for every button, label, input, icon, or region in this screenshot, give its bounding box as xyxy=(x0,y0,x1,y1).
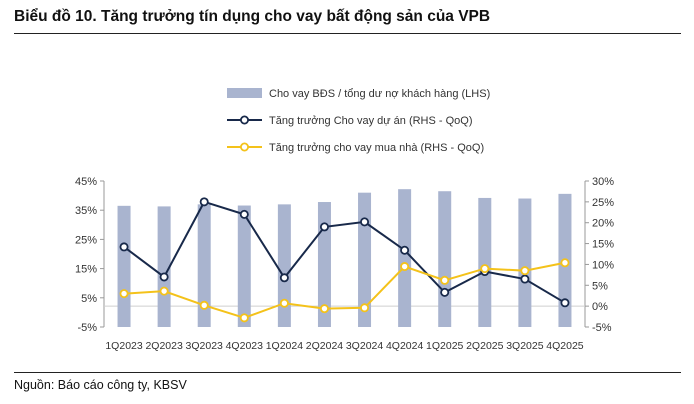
bar xyxy=(277,204,291,327)
project-loan-growth-point xyxy=(119,242,129,252)
home-loan-growth-point xyxy=(199,300,209,310)
project-loan-growth-point xyxy=(360,217,370,227)
right-axis-tick-label: 5% xyxy=(592,280,608,292)
left-axis-tick-label: 5% xyxy=(81,293,97,305)
right-axis-tick-label: 25% xyxy=(592,197,614,209)
legend-label: Cho vay BĐS / tổng dư nợ khách hàng (LHS… xyxy=(269,88,490,100)
x-axis-tick-label: 3Q2024 xyxy=(346,340,384,352)
project-loan-growth-point xyxy=(199,197,209,207)
chart: Cho vay BĐS / tổng dư nợ khách hàng (LHS… xyxy=(75,88,614,352)
x-axis-tick-label: 4Q2025 xyxy=(546,340,584,352)
axes: -5% 5% 15% 25% 35% 45% -5% 0% 5% 10% 15% 20% 25% 30% 1… xyxy=(75,176,614,352)
project-loan-growth-point xyxy=(239,209,249,219)
legend-marker xyxy=(239,115,249,125)
home-loan-growth-point xyxy=(279,298,289,308)
bar xyxy=(197,204,211,327)
home-loan-growth-line xyxy=(123,261,566,319)
home-loan-growth-point xyxy=(239,313,249,323)
right-axis-tick-label: 20% xyxy=(592,218,614,230)
legend-bar-swatch xyxy=(227,88,262,98)
x-axis-tick-label: 3Q2023 xyxy=(186,340,224,352)
home-loan-growth-point xyxy=(159,286,169,296)
home-loan-growth-point xyxy=(319,304,329,314)
x-axis-tick-label: 2Q2023 xyxy=(145,340,183,352)
right-axis-tick-label: 15% xyxy=(592,239,614,251)
bar xyxy=(117,205,131,327)
project-loan-growth-point xyxy=(520,274,530,284)
x-axis-tick-label: 2Q2024 xyxy=(306,340,344,352)
home-loan-growth-point xyxy=(400,262,410,272)
left-axis-tick-label: 35% xyxy=(75,205,97,217)
home-loan-growth-point xyxy=(119,289,129,299)
project-loan-growth-line xyxy=(123,200,566,304)
x-axis-tick-label: 4Q2024 xyxy=(386,340,424,352)
bar xyxy=(358,192,372,327)
right-axis-tick-label: 0% xyxy=(592,301,608,313)
home-loan-growth-point xyxy=(480,264,490,274)
source-note: Nguồn: Báo cáo công ty, KBSV xyxy=(14,378,187,392)
project-loan-growth-point xyxy=(440,287,450,297)
legend-label: Tăng trưởng cho vay mua nhà (RHS - QoQ) xyxy=(269,142,484,154)
home-loan-growth-point xyxy=(440,275,450,285)
left-axis-tick-label: 45% xyxy=(75,176,97,188)
x-axis-tick-label: 1Q2024 xyxy=(266,340,304,352)
bar xyxy=(438,191,452,327)
chart-title: Biểu đồ 10. Tăng trưởng tín dụng cho vay… xyxy=(14,8,491,25)
bar xyxy=(478,197,492,327)
bar xyxy=(237,205,251,327)
bar xyxy=(398,189,412,327)
bar xyxy=(518,198,532,327)
project-loan-growth-point xyxy=(400,245,410,255)
bar xyxy=(317,202,331,327)
right-axis-tick-label: 10% xyxy=(592,259,614,271)
bar xyxy=(157,206,171,327)
project-loan-growth-point xyxy=(159,272,169,282)
project-loan-growth-point xyxy=(279,273,289,283)
home-loan-growth-point xyxy=(520,266,530,276)
legend-marker xyxy=(239,142,249,152)
legend: Cho vay BĐS / tổng dư nợ khách hàng (LHS… xyxy=(227,88,490,154)
bottom-rule xyxy=(14,372,681,373)
top-rule xyxy=(14,33,681,34)
line-series xyxy=(119,197,570,323)
left-axis-tick-label: 25% xyxy=(75,234,97,246)
x-axis-tick-label: 1Q2025 xyxy=(426,340,464,352)
home-loan-growth-point xyxy=(560,258,570,268)
left-axis-tick-label: -5% xyxy=(77,322,97,334)
bar-series xyxy=(117,189,572,327)
x-axis-tick-label: 3Q2025 xyxy=(506,340,544,352)
legend-label: Tăng trưởng Cho vay dự án (RHS - QoQ) xyxy=(269,115,473,127)
x-axis-tick-label: 4Q2023 xyxy=(226,340,264,352)
left-axis-tick-label: 15% xyxy=(75,264,97,276)
x-axis-tick-label: 2Q2025 xyxy=(466,340,504,352)
project-loan-growth-point xyxy=(319,222,329,232)
right-axis-tick-label: -5% xyxy=(592,322,612,334)
project-loan-growth-point xyxy=(560,298,570,308)
x-axis-tick-label: 1Q2023 xyxy=(105,340,143,352)
home-loan-growth-point xyxy=(360,303,370,313)
right-axis-tick-label: 30% xyxy=(592,176,614,188)
